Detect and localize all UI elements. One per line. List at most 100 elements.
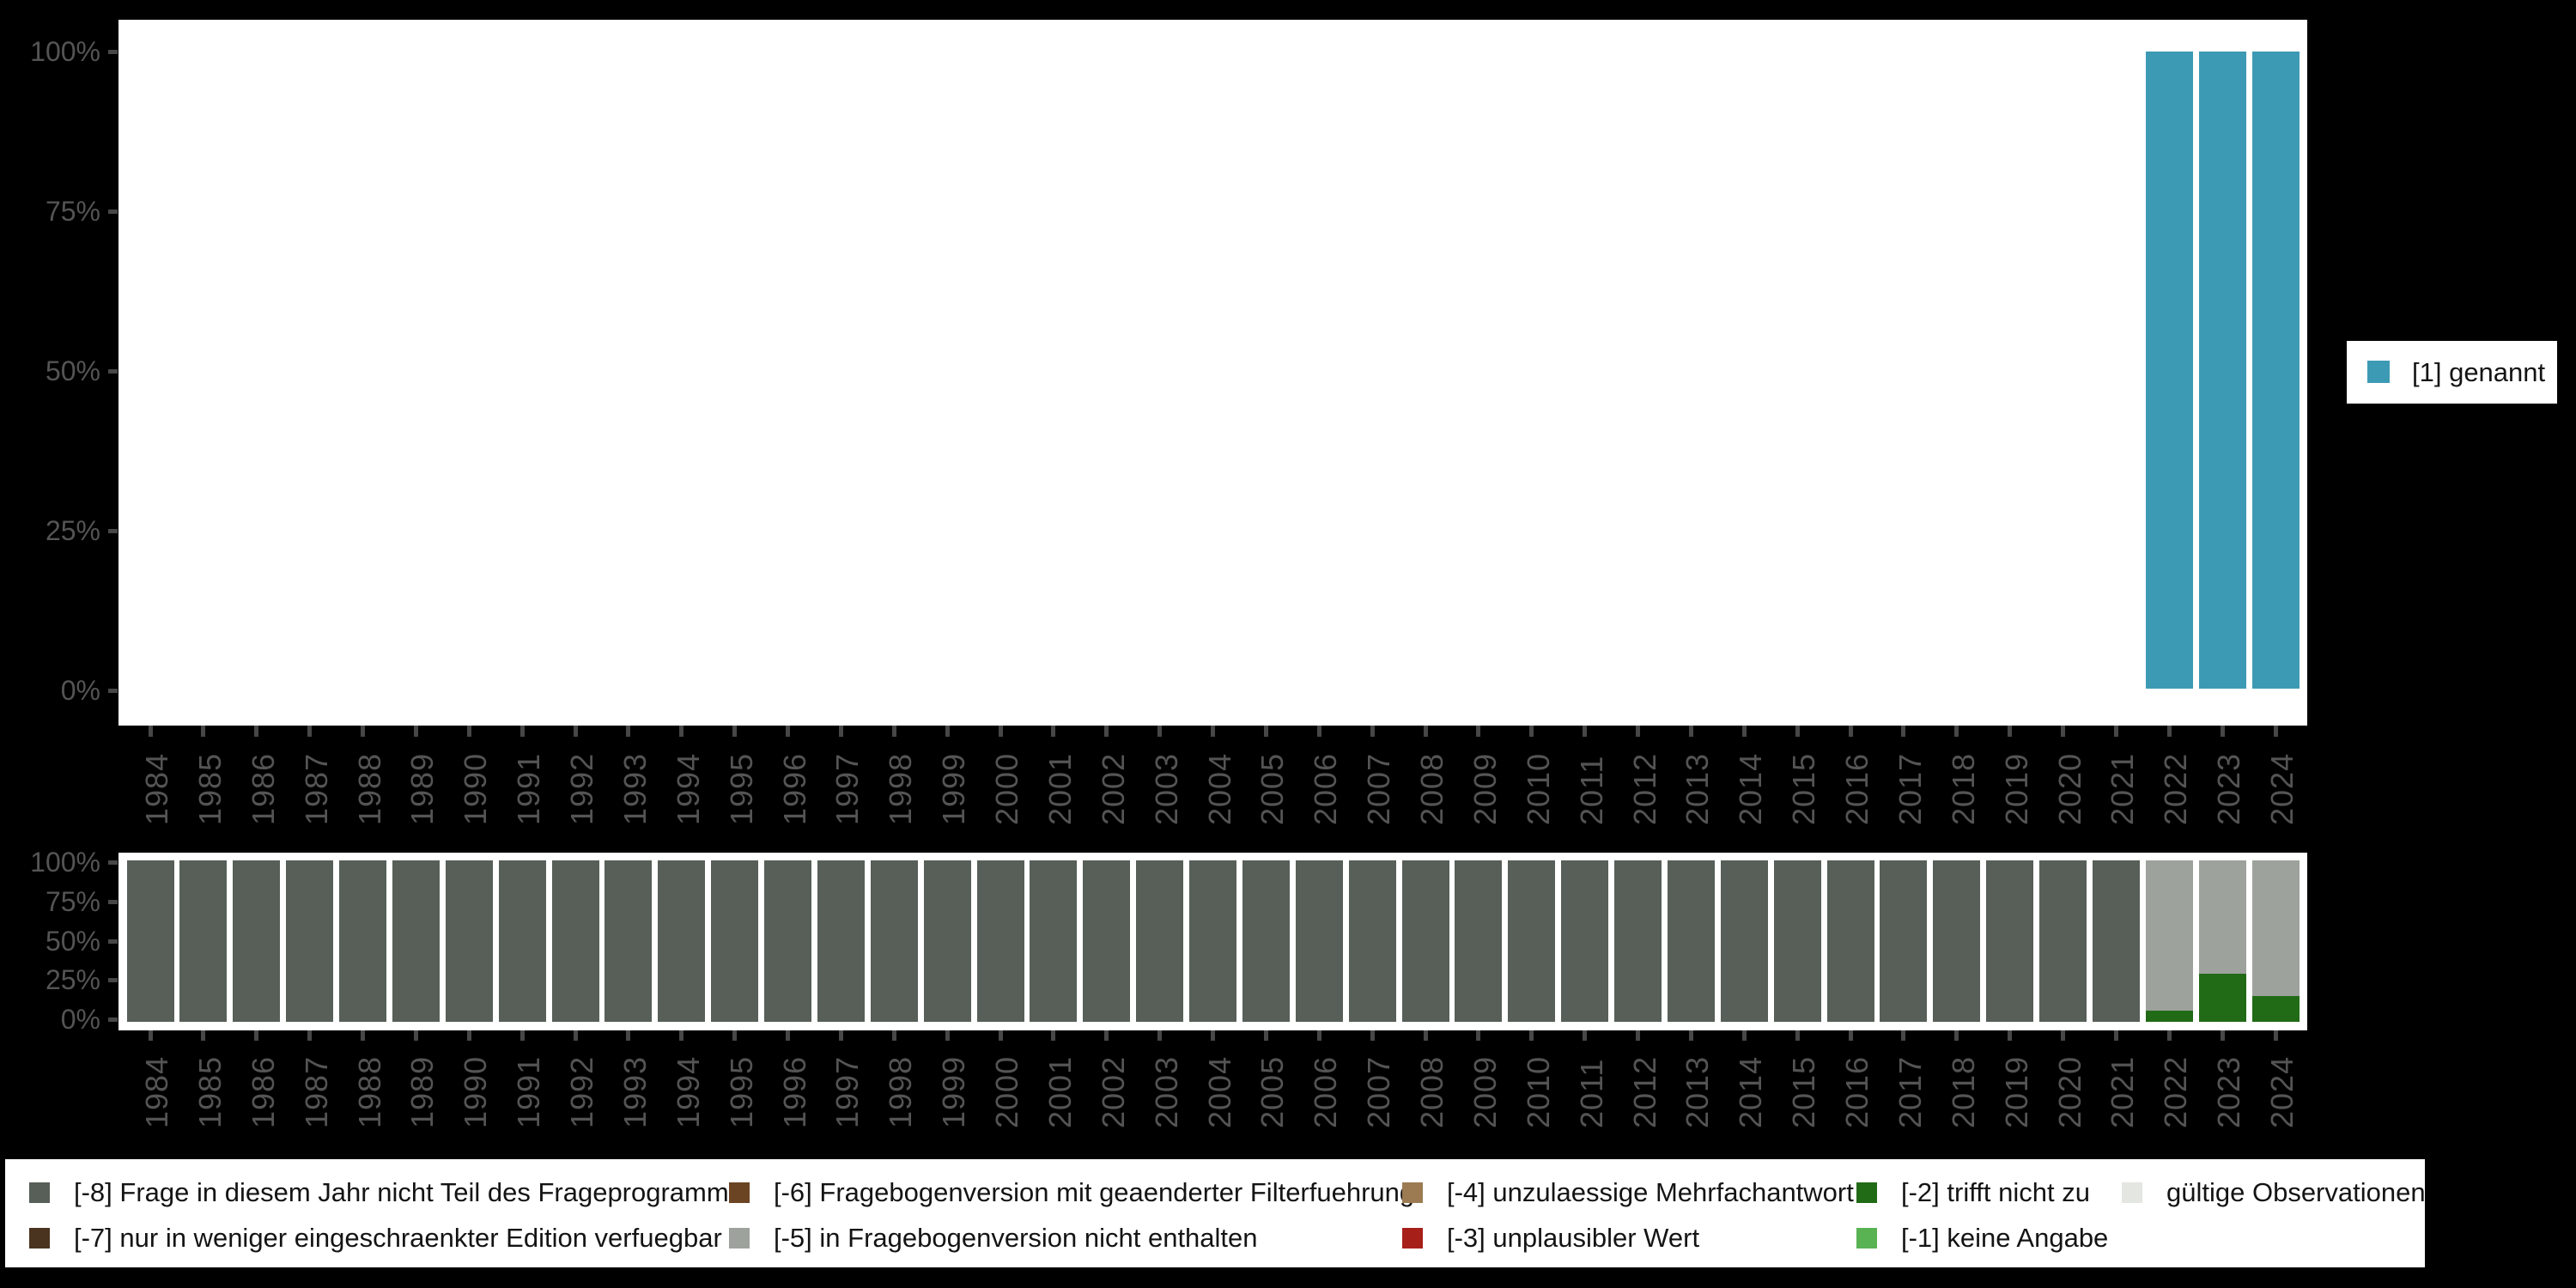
bar-segment <box>1348 860 1396 1022</box>
x-tick-label-year: 1997 <box>829 1055 866 1128</box>
x-tick-label-year: 1992 <box>564 752 599 825</box>
bar-segment <box>2198 51 2246 689</box>
legend-label-code--3: [-3] unplausibler Wert <box>1447 1223 1700 1253</box>
bar-segment <box>1667 860 1715 1022</box>
x-tick-mark <box>2220 726 2225 737</box>
x-tick-mark <box>1263 1030 1268 1041</box>
y-tick-label: 75% <box>45 885 100 917</box>
x-tick-label-year: 2015 <box>1786 752 1822 825</box>
x-tick-label-year: 2009 <box>1467 1055 1503 1128</box>
x-tick-mark <box>1104 726 1109 737</box>
x-tick-label-year: 2021 <box>2105 752 2141 825</box>
x-tick-mark <box>626 1030 631 1041</box>
x-tick-label-year: 2009 <box>1467 752 1503 825</box>
bar-segment <box>2251 995 2300 1022</box>
bar-segment <box>1720 860 1768 1022</box>
bar-segment <box>923 860 971 1022</box>
x-tick-label-year: 2021 <box>2105 1055 2141 1128</box>
x-tick-mark <box>573 1030 578 1041</box>
x-tick-mark <box>1741 1030 1747 1041</box>
x-tick-mark <box>1157 726 1163 737</box>
x-tick-mark <box>1795 726 1800 737</box>
x-tick-mark <box>732 726 738 737</box>
genannt-legend-label: [1] genannt <box>2412 357 2546 387</box>
x-tick-label-year: 2011 <box>1573 755 1609 825</box>
x-tick-label-year: 1984 <box>139 1055 174 1128</box>
y-tick-mark <box>108 689 118 693</box>
x-tick-label-year: 1996 <box>776 752 812 825</box>
legend-swatch-code--7 <box>29 1228 50 1249</box>
x-tick-label-year: 2017 <box>1892 1055 1928 1128</box>
x-tick-label-year: 2004 <box>1201 752 1237 825</box>
x-tick-mark <box>626 726 631 737</box>
x-tick-label-year: 1990 <box>458 752 494 825</box>
x-tick-mark <box>2008 726 2013 737</box>
x-tick-label-year: 1988 <box>351 752 387 825</box>
x-tick-mark <box>1583 1030 1588 1041</box>
x-tick-mark <box>1741 726 1747 737</box>
x-tick-mark <box>945 1030 950 1041</box>
x-tick-label-year: 2013 <box>1680 752 1716 825</box>
top-chart-plot-area <box>118 20 2307 726</box>
y-tick-mark <box>108 939 118 944</box>
bar-segment <box>1508 860 1556 1022</box>
x-tick-mark <box>1529 1030 1534 1041</box>
x-tick-mark <box>466 726 471 737</box>
x-tick-mark <box>1848 726 1853 737</box>
x-tick-mark <box>1263 726 1268 737</box>
missing-codes-legend: [-8] Frage in diesem Jahr nicht Teil des… <box>5 1159 2426 1267</box>
x-tick-label-year: 2014 <box>1733 1055 1769 1128</box>
x-tick-label-year: 1985 <box>191 752 228 825</box>
y-tick-label: 0% <box>60 675 100 706</box>
y-tick-mark <box>108 1018 118 1022</box>
bar-segment <box>817 860 865 1022</box>
x-tick-label-year: 2019 <box>1998 752 2034 825</box>
x-tick-mark <box>1104 1030 1109 1041</box>
legend-label-code--2: [-2] trifft nicht zu <box>1901 1177 2090 1207</box>
x-tick-label-year: 1998 <box>883 752 919 825</box>
y-tick-label: 100% <box>30 36 100 67</box>
bar-segment <box>764 860 811 1022</box>
x-tick-mark <box>1316 1030 1321 1041</box>
bar-segment <box>392 860 440 1022</box>
y-tick-mark <box>108 860 118 865</box>
x-tick-mark <box>1688 726 1693 737</box>
legend-label-code--4: [-4] unzulaessige Mehrfachantwort <box>1447 1177 1854 1207</box>
x-tick-label-year: 2016 <box>1839 1055 1874 1128</box>
x-tick-label-year: 1989 <box>404 752 440 825</box>
x-tick-mark <box>1423 726 1428 737</box>
x-tick-label-year: 1989 <box>404 1055 440 1128</box>
x-tick-label-year: 1999 <box>936 1055 972 1128</box>
x-tick-label-year: 2020 <box>2051 1055 2087 1128</box>
x-tick-mark <box>838 726 843 737</box>
x-tick-label-year: 1987 <box>298 1055 334 1128</box>
x-tick-mark <box>1370 726 1375 737</box>
legend-swatch-code--3 <box>1402 1228 1423 1249</box>
x-tick-mark <box>1583 726 1588 737</box>
x-tick-mark <box>1476 1030 1481 1041</box>
x-tick-label-year: 2004 <box>1201 1055 1237 1128</box>
x-tick-label-year: 1998 <box>883 1055 919 1128</box>
x-tick-mark <box>1211 1030 1215 1041</box>
bar-segment <box>976 860 1024 1022</box>
x-tick-mark <box>679 1030 684 1041</box>
x-tick-label-year: 1993 <box>617 1055 653 1128</box>
x-tick-label-year: 2018 <box>1945 752 1981 825</box>
bar-segment <box>1455 860 1503 1022</box>
x-tick-mark <box>1901 1030 1906 1041</box>
x-tick-mark <box>786 1030 790 1041</box>
legend-label-code--5: [-5] in Fragebogenversion nicht enthalte… <box>774 1223 1258 1253</box>
x-tick-label-year: 2024 <box>2264 752 2300 825</box>
x-tick-label-year: 2023 <box>2211 1055 2247 1128</box>
x-tick-label-year: 1997 <box>829 752 866 825</box>
bar-segment <box>1933 860 1981 1022</box>
x-tick-label-year: 2012 <box>1626 1055 1662 1128</box>
x-tick-label-year: 2007 <box>1361 1055 1397 1128</box>
x-tick-label-year: 2010 <box>1520 1055 1556 1128</box>
bar-segment <box>2198 860 2246 974</box>
x-tick-label-year: 2018 <box>1945 1055 1981 1128</box>
x-tick-label-year: 1991 <box>511 1055 547 1128</box>
bar-segment <box>551 860 599 1022</box>
x-tick-label-year: 2024 <box>2264 1055 2300 1128</box>
x-tick-mark <box>945 726 950 737</box>
